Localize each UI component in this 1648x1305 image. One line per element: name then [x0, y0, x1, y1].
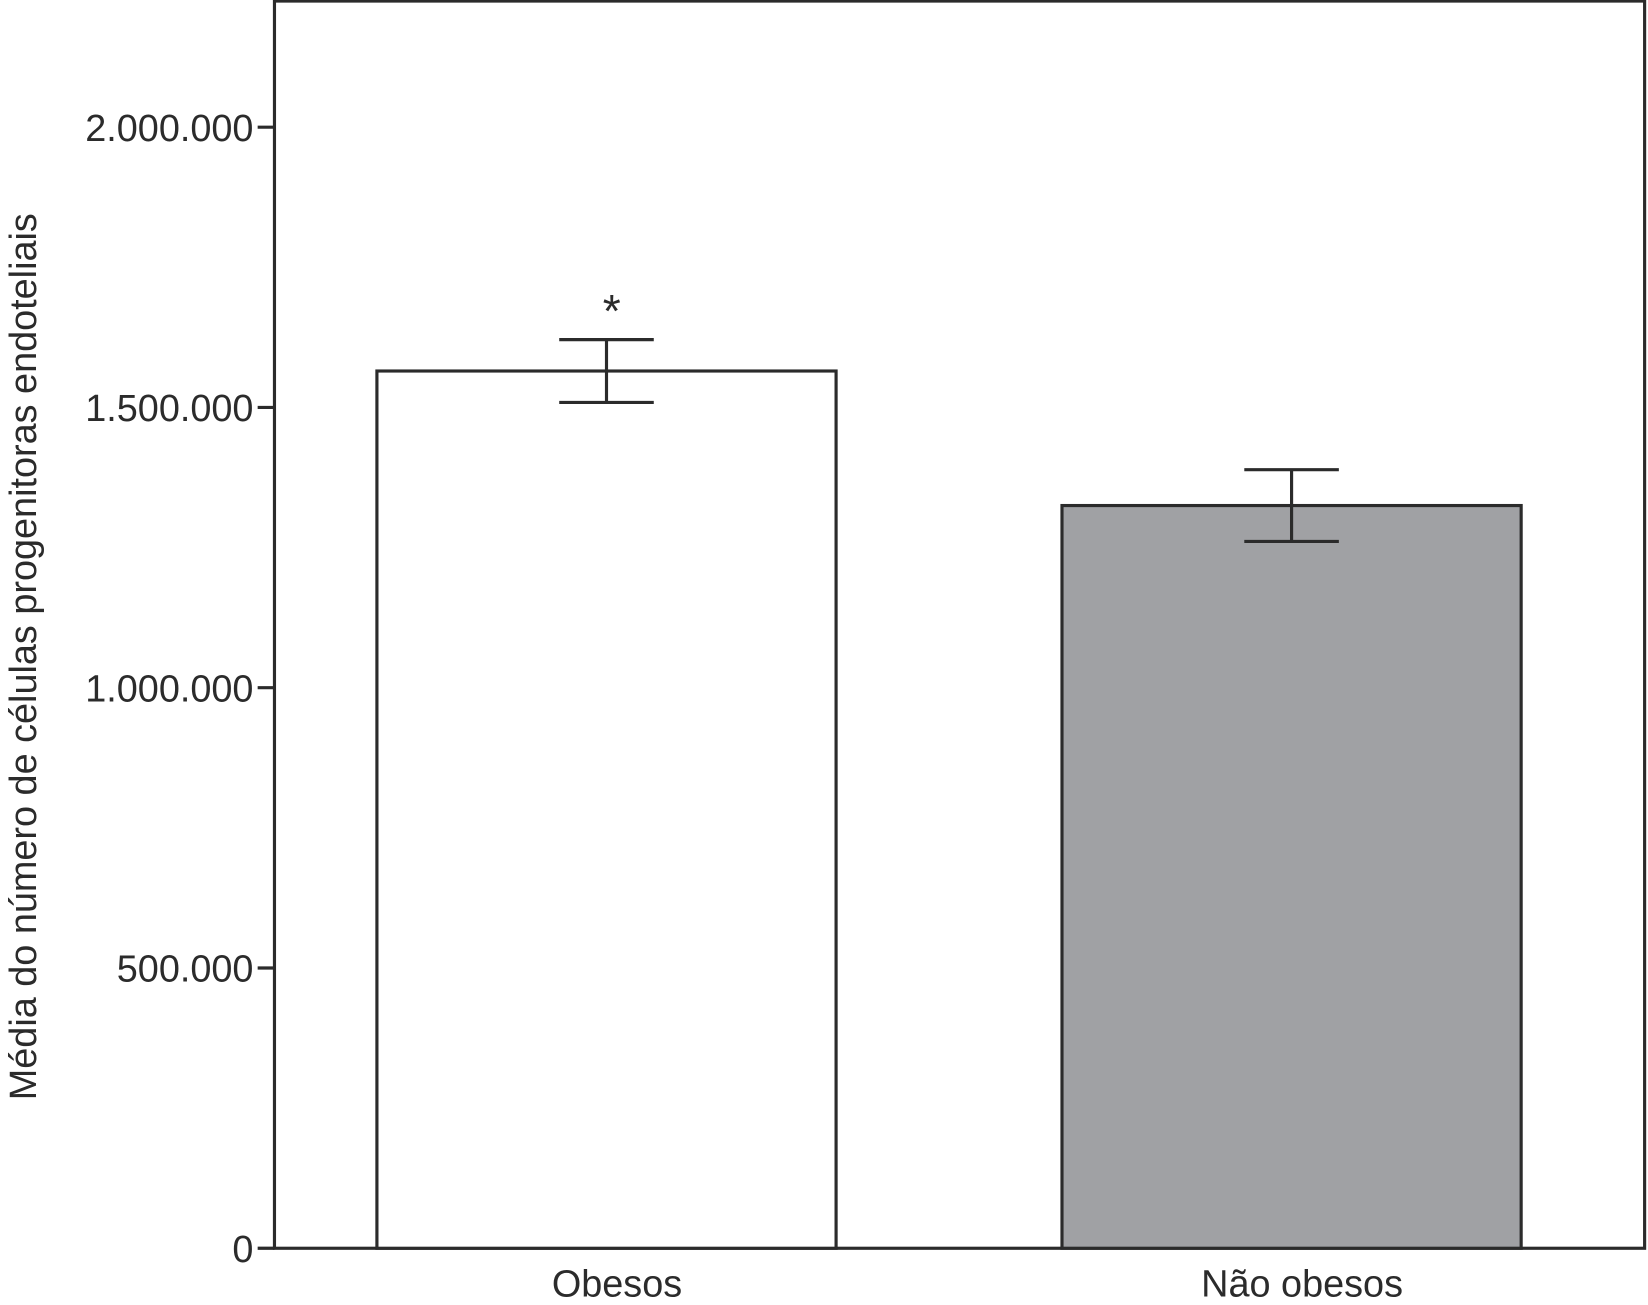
y-tick-label: 2.000.000: [85, 108, 253, 150]
error-bar: [559, 338, 654, 404]
bar: [1060, 503, 1523, 1250]
y-tick-label: 0: [232, 1229, 253, 1271]
y-axis-label: Média do número de células progenitoras …: [3, 213, 45, 1100]
y-tick-label: 1.000.000: [85, 668, 253, 710]
plot-frame: [272, 0, 1647, 1250]
error-bar: [1244, 468, 1339, 543]
annotation: *: [603, 285, 621, 337]
x-tick-label: Obesos: [552, 1264, 682, 1305]
y-tick-label: 1.500.000: [85, 388, 253, 430]
y-tick-label: 500.000: [117, 949, 254, 991]
x-tick-label: Não obesos: [1201, 1264, 1403, 1305]
bar: [375, 369, 838, 1250]
